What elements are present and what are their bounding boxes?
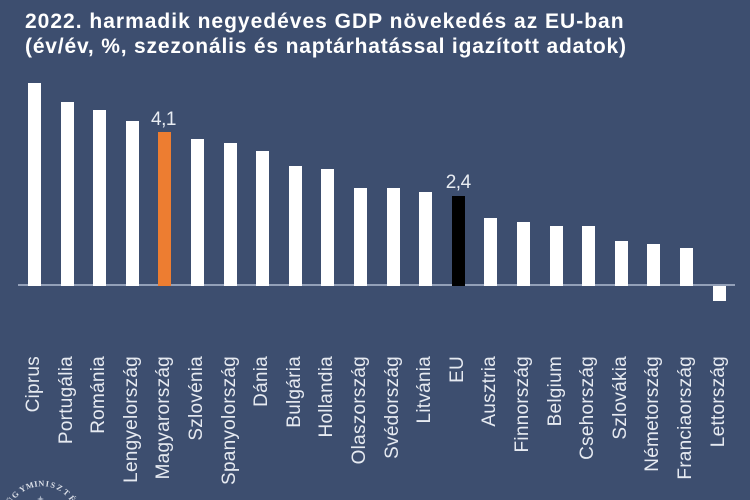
svg-text:É: É [67,493,79,500]
svg-text:I: I [34,480,39,489]
svg-text:Z: Z [55,483,65,494]
svg-text:T: T [61,487,71,498]
svg-text:M: M [25,480,35,491]
svg-text:Y: Y [18,484,28,495]
svg-text:G: G [10,489,21,500]
svg-text:S: S [49,480,56,490]
svg-text:N: N [38,479,44,488]
svg-text:I: I [45,479,49,488]
svg-text:Ü: Ü [5,496,16,500]
